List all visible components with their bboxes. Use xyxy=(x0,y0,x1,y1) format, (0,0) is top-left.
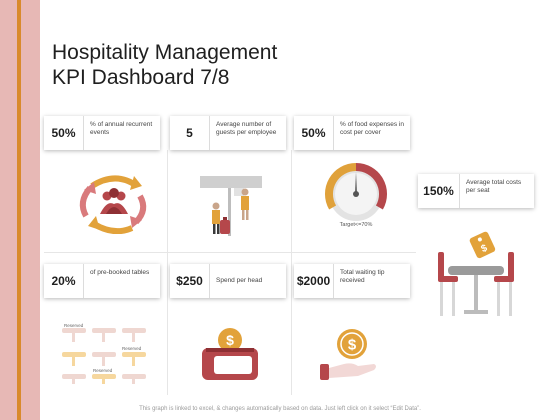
kpi-value: 150% xyxy=(418,174,460,208)
people-cycle-icon xyxy=(79,175,147,234)
reserved-label: Reserved xyxy=(122,346,142,351)
footer-note: This graph is linked to excel, & changes… xyxy=(139,406,421,412)
kpi-card-prebooked-tables: 20% of pre-booked tables xyxy=(44,264,160,298)
restaurant-table-icon: $ xyxy=(438,231,514,316)
kpi-label: Average number of guests per employee xyxy=(216,121,277,136)
kpi-card-food-expenses: 50% % of food expenses in cost per cover xyxy=(294,116,410,150)
grid-divider xyxy=(291,150,292,395)
svg-text:$: $ xyxy=(479,243,489,256)
kpi-card-recurrent-events: 50% % of annual recurrent events xyxy=(44,116,160,150)
wallet-dollar-icon: $ xyxy=(202,328,258,380)
svg-text:$: $ xyxy=(348,337,357,354)
kpi-label: Total waiting tip received xyxy=(340,269,385,284)
kpi-value: 50% xyxy=(44,116,84,150)
kpi-card-spend-per-head: $250 Spend per head xyxy=(170,264,286,298)
page-title: Hospitality Management KPI Dashboard 7/8 xyxy=(52,40,277,90)
reserved-tables-icon xyxy=(62,328,146,384)
reception-desk-icon xyxy=(200,176,262,236)
gauge-icon xyxy=(325,163,387,221)
svg-text:$: $ xyxy=(226,332,234,348)
kpi-value: $2000 xyxy=(294,264,334,298)
kpi-label: Average total costs per seat xyxy=(466,179,522,194)
kpi-label: % of annual recurrent events xyxy=(90,121,153,136)
kpi-value: $250 xyxy=(170,264,210,298)
kpi-value: 5 xyxy=(170,116,210,150)
side-accent-line xyxy=(17,0,21,420)
grid-divider xyxy=(167,150,168,395)
title-line-1: Hospitality Management xyxy=(52,41,278,64)
grid-divider xyxy=(44,252,416,253)
hand-coin-icon: $ xyxy=(320,329,376,380)
kpi-card-waiting-tip: $2000 Total waiting tip received xyxy=(294,264,410,298)
kpi-card-guests-per-employee: 5 Average number of guests per employee xyxy=(170,116,286,150)
reserved-label: Reserved xyxy=(64,323,84,328)
kpi-value: 20% xyxy=(44,264,84,298)
kpi-label: of pre-booked tables xyxy=(90,269,150,276)
kpi-label: % of food expenses in cost per cover xyxy=(340,121,404,136)
title-line-2: KPI Dashboard 7/8 xyxy=(52,66,230,89)
kpi-label: Spend per head xyxy=(216,277,263,284)
kpi-card-cost-per-seat: 150% Average total costs per seat xyxy=(418,174,534,208)
reserved-label: Reserved xyxy=(93,368,113,373)
gauge-target-label: Target<=70% xyxy=(339,222,373,228)
kpi-value: 50% xyxy=(294,116,334,150)
